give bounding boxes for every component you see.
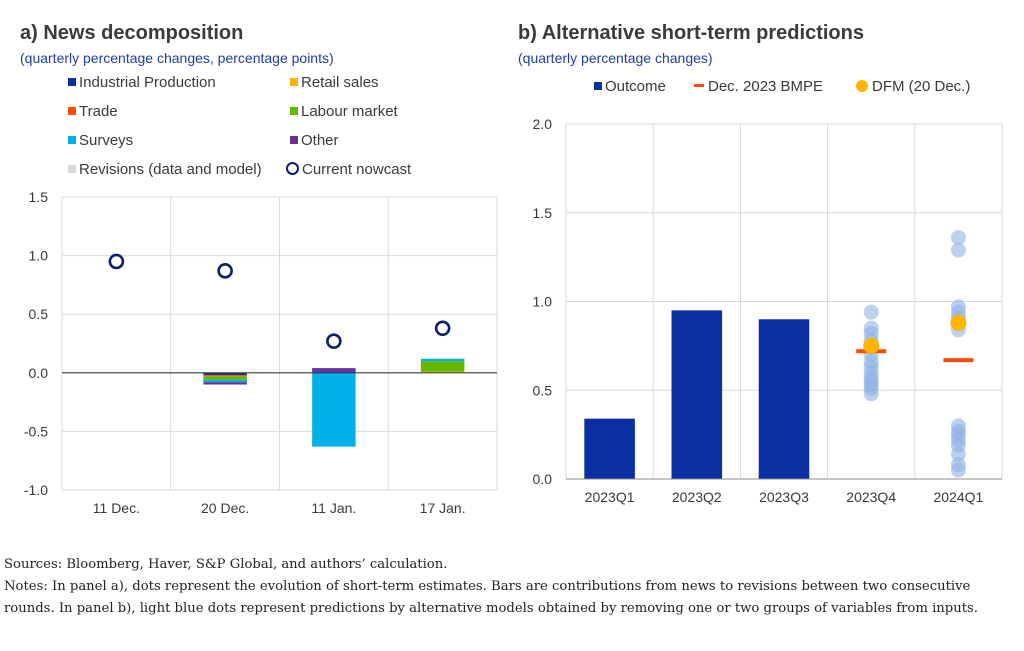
footer-notes: Notes: In panel a), dots represent the e… bbox=[4, 579, 978, 616]
legend-item-retail-sales: Retail sales bbox=[290, 74, 379, 91]
legend-swatch bbox=[68, 78, 76, 86]
bar-segment bbox=[203, 382, 247, 385]
legend-swatch bbox=[68, 165, 76, 173]
outcome-bar bbox=[584, 418, 635, 479]
legend-item-bmpe: Dec. 2023 BMPE bbox=[694, 78, 823, 95]
panel-b-plot: 2.0 1.5 1.0 0.5 0.0 2023Q1 2023Q2 2023Q3 2023Q4 2… bbox=[533, 116, 1003, 505]
x-tick-label: 17 Jan. bbox=[420, 500, 466, 516]
x-tick-label: 2023Q2 bbox=[672, 489, 722, 505]
legend-item-outcome: Outcome bbox=[594, 78, 666, 95]
x-tick-label: 20 Dec. bbox=[201, 500, 249, 516]
panel-b-title: b) Alternative short-term predictions bbox=[518, 22, 864, 44]
legend-item-industrial-production: Industrial Production bbox=[68, 74, 216, 91]
panel-a-title: a) News decomposition bbox=[20, 22, 244, 44]
legend-swatch bbox=[594, 82, 602, 90]
y-tick-label: 1.0 bbox=[533, 294, 553, 310]
x-tick-label: 11 Jan. bbox=[311, 500, 356, 516]
legend-swatch bbox=[290, 107, 298, 115]
nowcast-point bbox=[326, 333, 342, 349]
bar-segment bbox=[203, 376, 247, 380]
panel-b-subtitle: (quarterly percentage changes) bbox=[518, 50, 713, 66]
plot-frame bbox=[61, 196, 498, 491]
x-tick-label: 11 Dec. bbox=[93, 500, 140, 516]
bar-segment bbox=[312, 368, 356, 372]
legend-swatch bbox=[68, 107, 76, 115]
y-tick-label: 0.5 bbox=[29, 306, 49, 322]
nowcast-point bbox=[108, 253, 125, 270]
nowcast-ring-icon bbox=[286, 162, 299, 175]
bmpe-dash-icon bbox=[694, 84, 704, 87]
outcome-bar bbox=[758, 319, 810, 479]
y-tick-label: 2.0 bbox=[533, 116, 553, 132]
y-tick-label: 0.5 bbox=[533, 382, 553, 398]
bar-segment bbox=[203, 375, 247, 377]
legend-swatch bbox=[68, 136, 76, 144]
panel-a-plot: 1.5 1.0 0.5 0.0 -0.5 -1.0 11 Dec. 20 Dec. 11 Jan… bbox=[24, 189, 498, 516]
bar-segment bbox=[203, 372, 247, 376]
alternative-prediction-point bbox=[950, 462, 966, 478]
legend-item-labour-market: Labour market bbox=[290, 103, 398, 120]
alternative-prediction-point bbox=[950, 446, 966, 462]
y-tick-label: -1.0 bbox=[24, 482, 48, 498]
legend-item-trade: Trade bbox=[68, 103, 118, 120]
dfm-point bbox=[863, 337, 880, 354]
bar-segment bbox=[420, 361, 465, 372]
footer-sources: Sources: Bloomberg, Haver, S&P Global, a… bbox=[4, 557, 448, 572]
x-tick-label: 2024Q1 bbox=[933, 489, 983, 505]
dfm-point bbox=[950, 314, 967, 331]
bar-segment bbox=[203, 379, 247, 383]
y-tick-label: 1.5 bbox=[533, 205, 553, 221]
alternative-prediction-point bbox=[950, 230, 966, 246]
y-tick-label: 1.0 bbox=[29, 248, 49, 264]
panel-a-subtitle: (quarterly percentage changes, percentag… bbox=[20, 50, 334, 66]
legend-item-current-nowcast: Current nowcast bbox=[286, 161, 411, 178]
legend-item-other: Other bbox=[290, 132, 339, 149]
bar-segment bbox=[312, 372, 356, 447]
legend-swatch bbox=[290, 78, 298, 86]
nowcast-point bbox=[217, 263, 233, 279]
x-tick-label: 2023Q1 bbox=[585, 489, 635, 505]
legend-item-revisions: Revisions (data and model) bbox=[68, 161, 262, 178]
legend-item-surveys: Surveys bbox=[68, 132, 133, 149]
alternative-prediction-point bbox=[950, 242, 966, 258]
bar-segment bbox=[420, 358, 465, 362]
nowcast-point bbox=[434, 320, 451, 337]
y-tick-label: 0.0 bbox=[533, 471, 553, 487]
alternative-prediction-point bbox=[863, 386, 879, 402]
x-tick-label: 2023Q4 bbox=[846, 489, 896, 505]
legend-swatch bbox=[290, 136, 298, 144]
outcome-bar bbox=[671, 310, 723, 479]
y-tick-label: 1.5 bbox=[29, 189, 49, 205]
x-tick-label: 2023Q3 bbox=[759, 489, 809, 505]
dfm-dot-icon bbox=[856, 80, 868, 92]
y-tick-label: 0.0 bbox=[29, 365, 49, 381]
legend-item-dfm: DFM (20 Dec.) bbox=[856, 78, 970, 95]
y-tick-label: -0.5 bbox=[24, 423, 48, 439]
alternative-prediction-point bbox=[863, 304, 879, 320]
